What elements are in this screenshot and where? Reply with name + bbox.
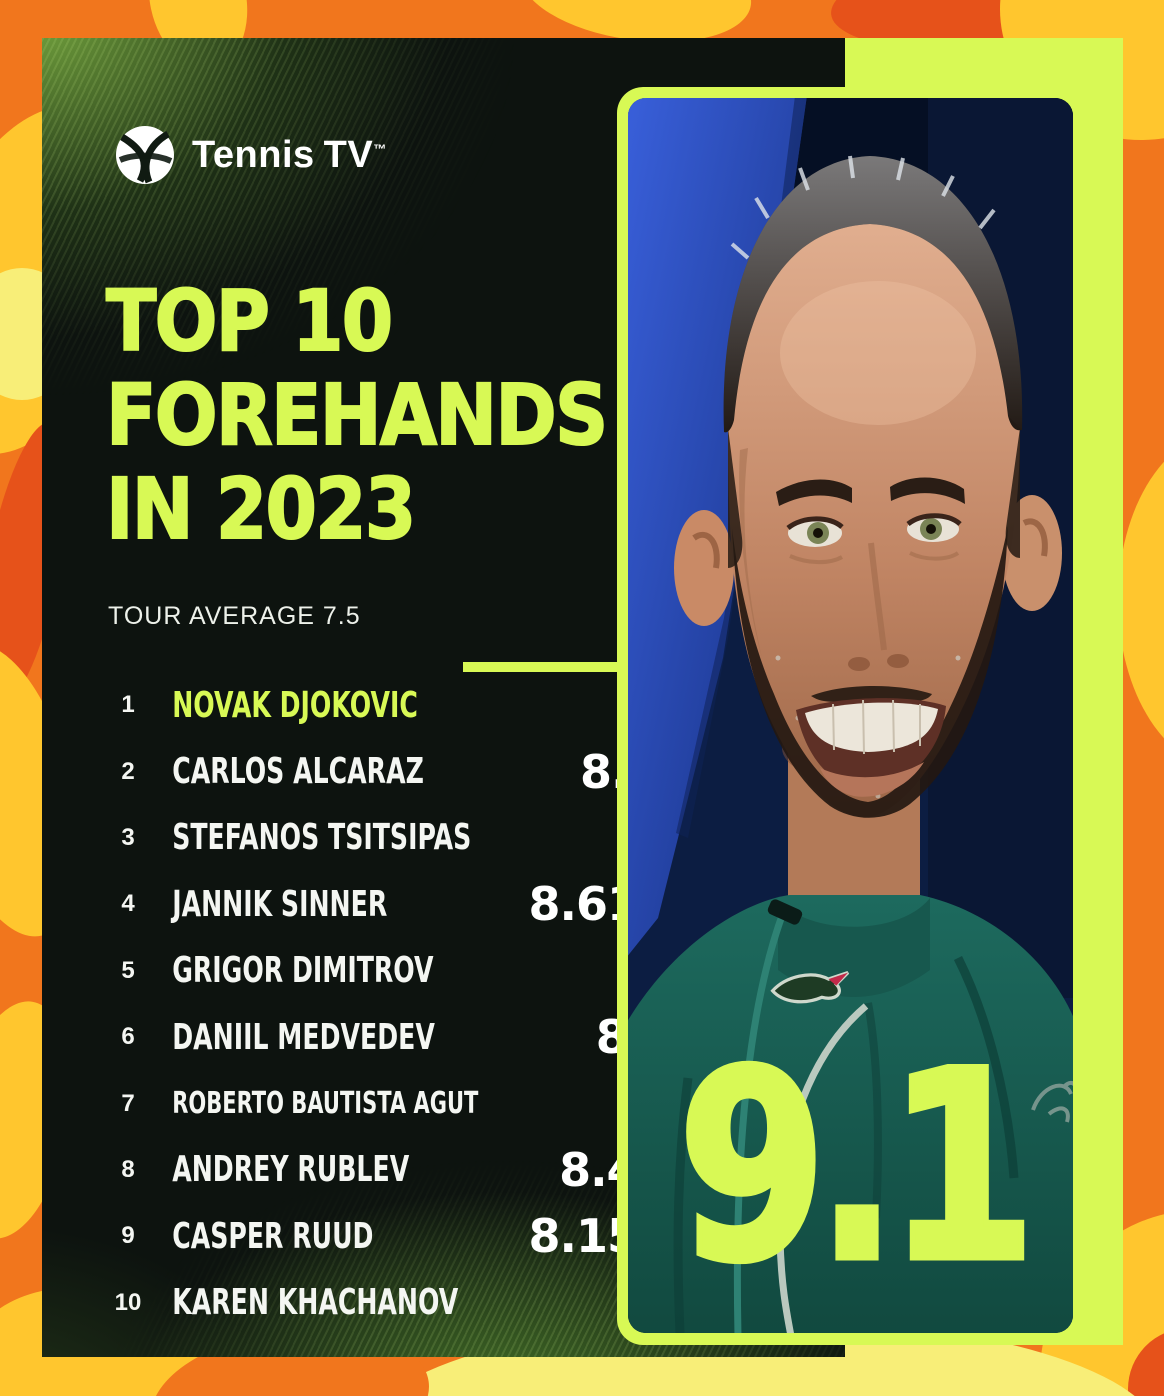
ranking-row: 8 ANDREY RUBLEV 8.44 <box>102 1137 669 1203</box>
leader-connector-line <box>463 662 619 672</box>
trademark-symbol: ™ <box>373 140 387 156</box>
ranking-row: 9 CASPER RUUD 8.15 <box>102 1203 639 1269</box>
player-name: NOVAK DJOKOVIC <box>172 684 418 726</box>
player-name: CARLOS ALCARAZ <box>172 751 424 793</box>
player-photo: Nitto <box>628 98 1073 1333</box>
ranking-row: 7 ROBERTO BAUTISTA AGUT 8.52 <box>102 1070 768 1136</box>
rank-number: 1 <box>121 691 135 719</box>
player-jacket <box>628 895 1073 1333</box>
ranking-row: 3 STEFANOS TSITSIPAS 8.67 <box>102 805 758 871</box>
ranking-row: 5 GRIGOR DIMITROV 8.6 <box>102 938 704 1004</box>
player-name: GRIGOR DIMITROV <box>172 950 434 992</box>
jacket-print-crocodile <box>1031 1081 1073 1123</box>
rank-number: 5 <box>121 956 135 984</box>
rank-number: 2 <box>121 757 135 785</box>
ranking-row: 10 KAREN KHACHANOV 8.14 <box>102 1270 740 1336</box>
title-line-3: IN 2023 <box>105 460 417 558</box>
player-face <box>674 155 1062 818</box>
background-blob <box>1118 430 1164 770</box>
brand-name: Tennis <box>192 133 315 176</box>
player-name: ROBERTO BAUTISTA AGUT <box>172 1086 479 1122</box>
ranking-row: 2 CARLOS ALCARAZ 8.69 <box>102 738 690 804</box>
rank-number: 4 <box>121 890 135 918</box>
ranking-row: 1 NOVAK DJOKOVIC <box>102 672 638 738</box>
rankings-list: 1 NOVAK DJOKOVIC 2 CARLOS ALCARAZ 8.69 3… <box>102 672 769 1336</box>
tour-average-note: TOUR AVERAGE 7.5 <box>108 602 361 630</box>
player-name: DANIIL MEDVEDEV <box>172 1016 435 1058</box>
rank-number: 10 <box>114 1288 142 1316</box>
brand-wordmark: Tennis TV™ <box>192 134 387 177</box>
tennis-ball-icon <box>116 126 174 184</box>
player-name: JANNIK SINNER <box>172 883 388 925</box>
rank-number: 3 <box>121 823 135 851</box>
mic-cord <box>776 1003 869 1333</box>
rank-number: 9 <box>121 1222 135 1250</box>
brand-logo: Tennis TV™ <box>114 124 387 186</box>
player-photo-art: Nitto <box>628 98 1073 1333</box>
title-line-1: TOP 10 <box>105 272 394 370</box>
leader-rating-value: 9.1 <box>675 1017 1039 1319</box>
player-name: STEFANOS TSITSIPAS <box>172 817 472 859</box>
crocodile-logo <box>770 971 850 1004</box>
player-name: ANDREY RUBLEV <box>172 1149 410 1191</box>
player-name: CASPER RUUD <box>172 1215 374 1257</box>
rank-number: 6 <box>121 1023 135 1051</box>
title-line-2: FOREHANDS <box>105 366 609 464</box>
poster-title: TOP 10 FOREHANDS IN 2023 <box>105 272 675 558</box>
player-name: KAREN KHACHANOV <box>172 1282 459 1324</box>
ranking-row: 4 JANNIK SINNER 8.61 <box>102 871 639 937</box>
rank-number: 8 <box>121 1155 135 1183</box>
ranking-row: 6 DANIIL MEDVEDEV 8.56 <box>102 1004 706 1070</box>
rank-number: 7 <box>121 1089 135 1117</box>
brand-suffix: TV <box>323 133 374 176</box>
